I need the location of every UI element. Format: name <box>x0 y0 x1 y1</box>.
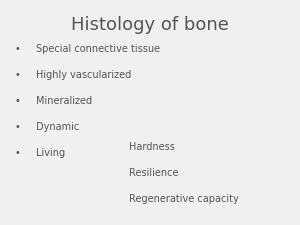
Text: •: • <box>15 45 21 54</box>
Text: •: • <box>15 148 21 158</box>
Text: •: • <box>15 122 21 132</box>
Text: Regenerative capacity: Regenerative capacity <box>129 194 239 204</box>
Text: Hardness: Hardness <box>129 142 175 152</box>
Text: •: • <box>15 96 21 106</box>
Text: Living: Living <box>36 148 65 158</box>
Text: •: • <box>15 70 21 80</box>
Text: Special connective tissue: Special connective tissue <box>36 45 160 54</box>
Text: Mineralized: Mineralized <box>36 96 92 106</box>
Text: Histology of bone: Histology of bone <box>71 16 229 34</box>
Text: Dynamic: Dynamic <box>36 122 79 132</box>
Text: Highly vascularized: Highly vascularized <box>36 70 131 80</box>
Text: Resilience: Resilience <box>129 168 178 178</box>
